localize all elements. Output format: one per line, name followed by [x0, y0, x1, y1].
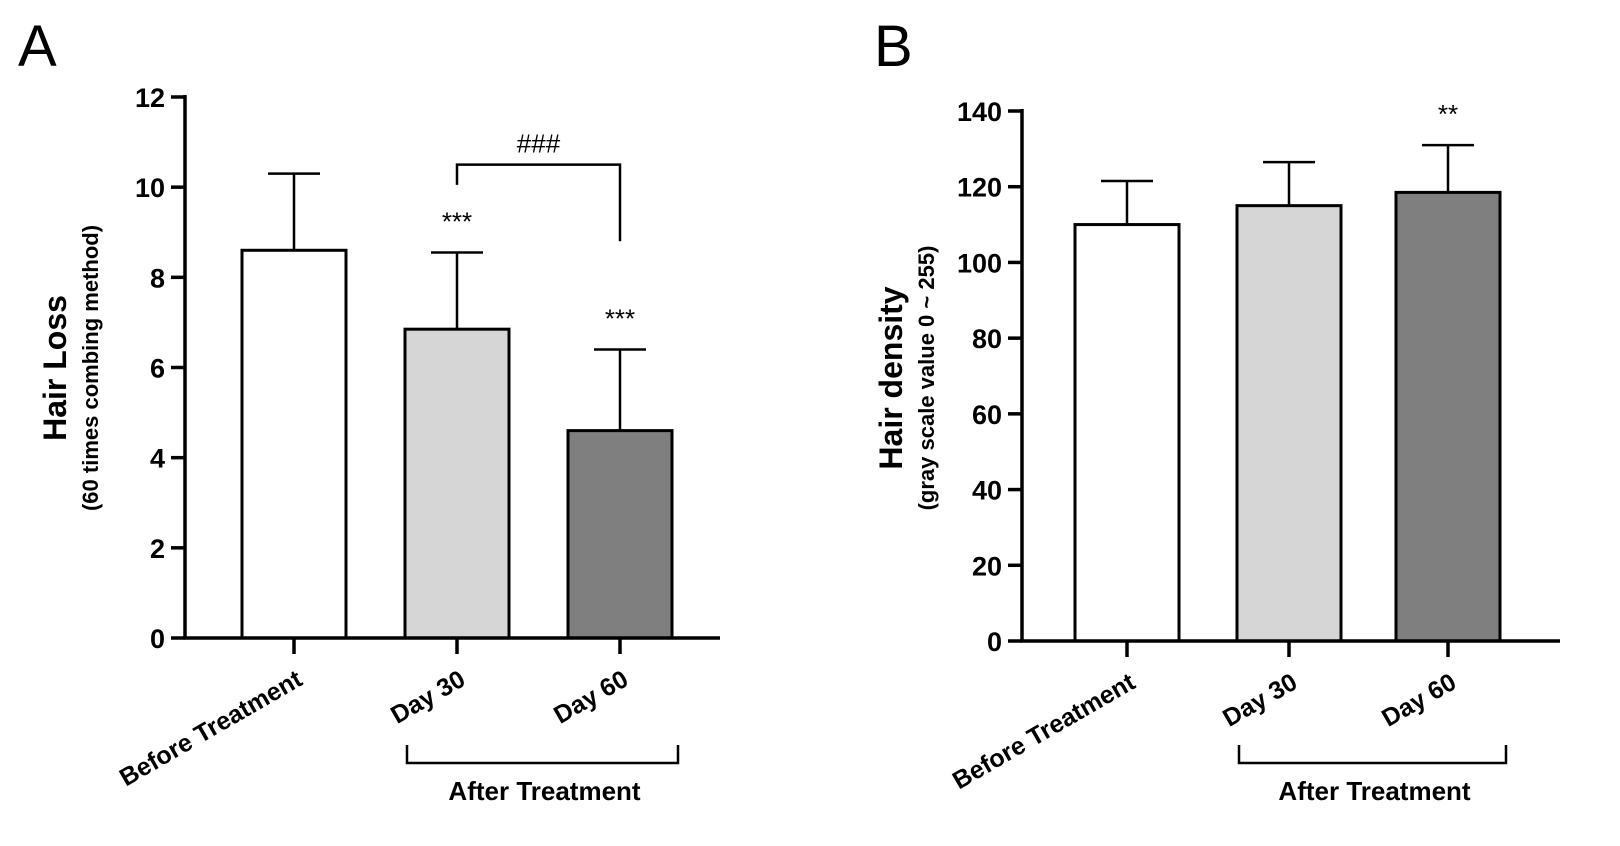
- chart-panel-a: *** *** 0 2 4 6 8 10 12 Before Treatment Day 30 Day…: [115, 83, 720, 806]
- x-tick-label-b-1: Before Treatment: [948, 668, 1141, 795]
- y-axis-subtitle-a: (60 times combing method): [78, 225, 103, 511]
- y-tick-label-b-120: 120: [957, 173, 1002, 203]
- y-tick-label-a-6: 6: [150, 354, 165, 384]
- y-axis-title-a: Hair Loss: [37, 295, 73, 441]
- y-tick-label-a-12: 12: [135, 83, 165, 113]
- y-tick-label-b-40: 40: [972, 476, 1002, 506]
- y-tick-label-a-0: 0: [150, 624, 165, 654]
- y-tick-label-b-20: 20: [972, 551, 1002, 581]
- bar-b-2: [1235, 204, 1343, 643]
- significance-label-a-3: ***: [605, 303, 635, 333]
- panel-label-b: B: [874, 14, 913, 79]
- bar-a-1: [240, 248, 348, 640]
- x-tick-label-a-3: Day 60: [549, 665, 633, 730]
- panel-label-a: A: [18, 14, 57, 79]
- y-tick-label-a-4: 4: [150, 444, 165, 474]
- y-tick-label-b-80: 80: [972, 324, 1002, 354]
- x-tick-label-a-1: Before Treatment: [115, 665, 308, 792]
- y-axis-subtitle-b: (gray scale value 0 ~ 255): [914, 246, 939, 511]
- x-tick-label-b-3: Day 60: [1377, 668, 1461, 733]
- comparison-label-a: ###: [517, 129, 561, 159]
- y-tick-label-b-0: 0: [987, 627, 1002, 657]
- x-tick-label-a-2: Day 30: [386, 665, 470, 730]
- group-bracket-a: [405, 745, 680, 765]
- x-tick-label-b-2: Day 30: [1218, 668, 1302, 733]
- bar-b-1: [1073, 223, 1181, 643]
- group-bracket-b: [1237, 745, 1508, 765]
- y-tick-label-a-8: 8: [150, 263, 165, 293]
- chart-panel-b: ** 0 20 40 60 80 100 120 140 Before Treatment Day …: [948, 97, 1560, 806]
- significance-label-a-2: ***: [442, 207, 472, 237]
- group-label-a: After Treatment: [448, 776, 640, 806]
- y-tick-label-a-2: 2: [150, 534, 165, 564]
- y-tick-label-b-60: 60: [972, 400, 1002, 430]
- group-label-b: After Treatment: [1278, 776, 1470, 806]
- bar-b-3: [1394, 190, 1502, 643]
- y-tick-label-a-10: 10: [135, 173, 165, 203]
- y-tick-label-b-140: 140: [957, 97, 1002, 127]
- comparison-bracket-a: [455, 163, 622, 242]
- bar-a-3: [566, 429, 674, 640]
- bar-a-2: [403, 327, 511, 640]
- significance-label-b-3: **: [1438, 99, 1458, 129]
- y-tick-label-b-100: 100: [957, 248, 1002, 278]
- y-axis-title-b: Hair density: [873, 286, 909, 469]
